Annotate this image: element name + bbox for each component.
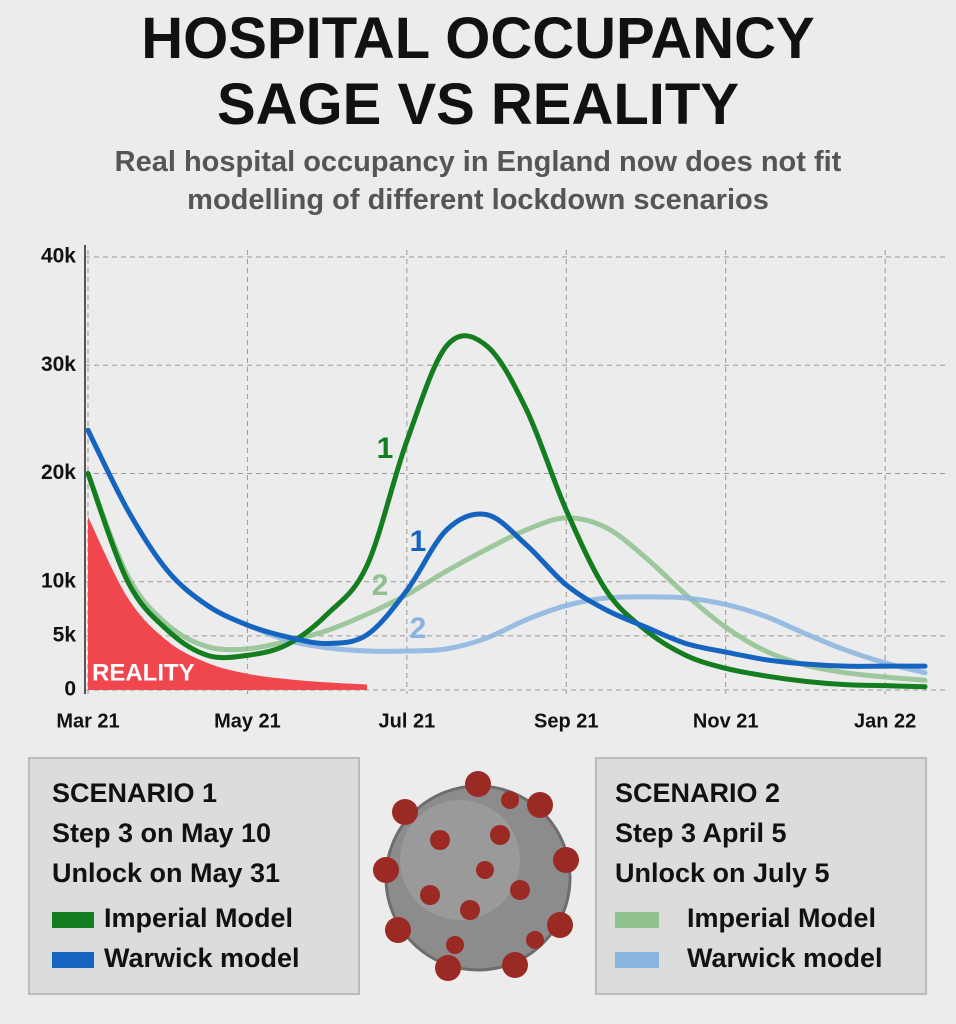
title: HOSPITAL OCCUPANCY SAGE VS REALITY <box>141 6 815 137</box>
legend-swatch <box>52 952 94 968</box>
legend-swatch <box>52 912 94 928</box>
x-tick-label: Jan 22 <box>854 710 916 732</box>
curve-label: 1 <box>410 525 427 558</box>
x-tick-label: May 21 <box>214 710 281 732</box>
virus-illustration <box>373 771 579 981</box>
y-tick-label: 10k <box>41 569 76 592</box>
curve-label: 2 <box>410 612 427 645</box>
x-tick-label: Mar 21 <box>56 710 119 732</box>
legend-label: Imperial Model <box>687 903 876 933</box>
virus-shade <box>400 800 520 920</box>
subtitle: Real hospital occupancy in England now d… <box>114 146 842 216</box>
y-tick-label: 30k <box>41 353 76 376</box>
legend-swatch <box>615 912 659 928</box>
reality-label: REALITY <box>92 659 195 686</box>
legend-label: Warwick model <box>687 943 883 973</box>
x-tick-label: Jul 21 <box>379 710 436 732</box>
scenario-line: Unlock on May 31 <box>52 858 280 888</box>
scenario-title: SCENARIO 1 <box>52 778 217 808</box>
x-tick-label: Nov 21 <box>693 710 759 732</box>
scenario-box <box>595 757 927 995</box>
x-tick-label: Sep 21 <box>534 710 598 732</box>
reality-area <box>88 516 367 690</box>
y-tick-label: 5k <box>53 623 77 646</box>
legend-label: Warwick model <box>104 943 300 973</box>
legend-label: Imperial Model <box>104 903 293 933</box>
legend-swatch <box>615 952 659 968</box>
y-tick-label: 20k <box>41 461 76 484</box>
scenario-line: Step 3 April 5 <box>615 818 787 848</box>
y-tick-label: 0 <box>64 678 76 701</box>
curve-label: 2 <box>372 569 389 602</box>
series-line <box>85 333 928 690</box>
series-line <box>85 427 928 669</box>
scenario-title: SCENARIO 2 <box>615 778 780 808</box>
series-line <box>85 471 928 683</box>
virus-spikes <box>373 771 579 981</box>
y-tick-label: 40k <box>41 245 76 268</box>
scenario-line: Step 3 on May 10 <box>52 818 271 848</box>
curve-label: 1 <box>377 432 394 465</box>
scenario-line: Unlock on July 5 <box>615 858 830 888</box>
